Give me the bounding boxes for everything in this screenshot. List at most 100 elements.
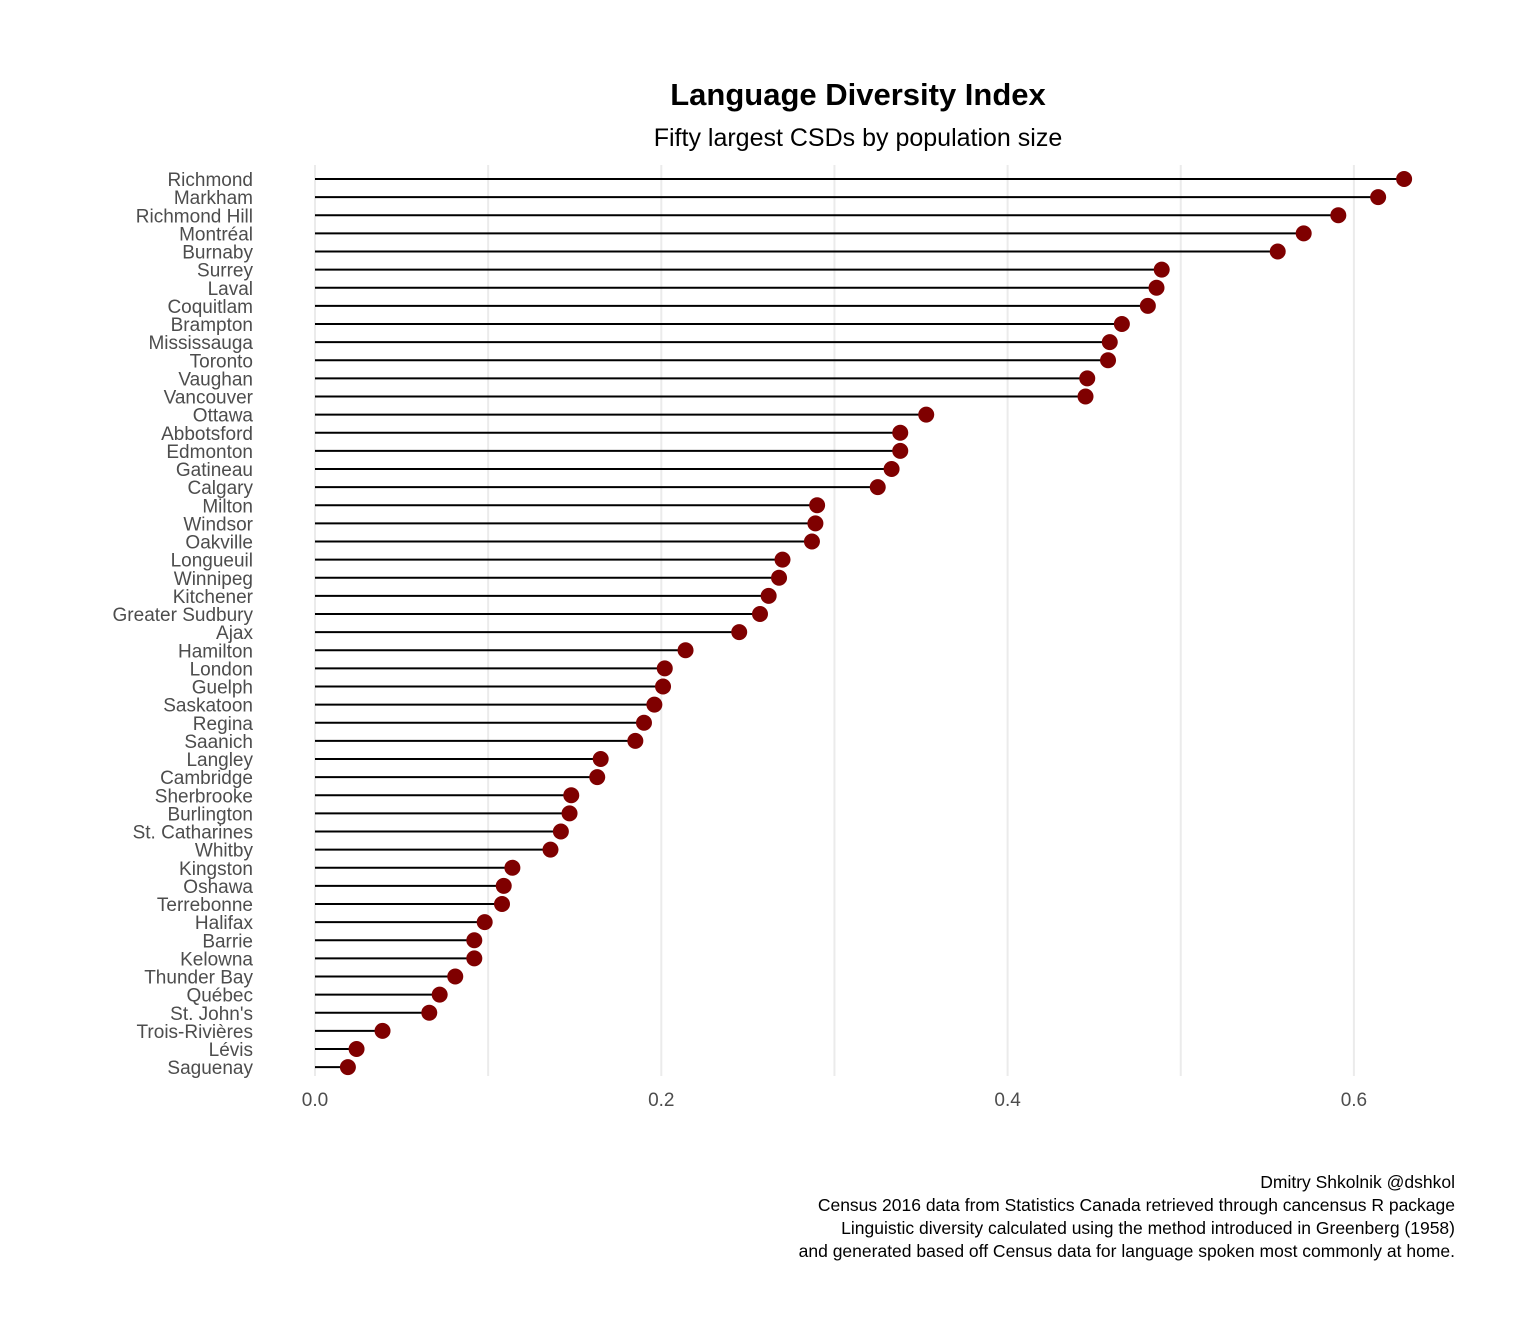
category-label: Hamilton (178, 641, 253, 662)
lollipop-point (466, 932, 483, 949)
category-label: Québec (186, 986, 253, 1007)
lollipop-point (447, 968, 464, 985)
lollipop-point (374, 1022, 391, 1039)
category-label: Greater Sudbury (113, 605, 254, 626)
category-label: Ajax (216, 623, 253, 644)
lollipop-point (627, 732, 644, 749)
lollipop-point (494, 896, 511, 912)
lollipop-point (561, 805, 578, 822)
lollipop-point (1139, 297, 1156, 314)
lollipop-point (655, 678, 672, 695)
category-label: Lévis (209, 1040, 253, 1061)
x-tick-label: 0.4 (994, 1090, 1021, 1111)
category-label: Guelph (192, 678, 253, 699)
category-label: Gatineau (176, 460, 253, 481)
lollipop-point (1295, 225, 1312, 242)
lollipop-point (751, 606, 768, 622)
category-label: Thunder Bay (144, 968, 253, 989)
category-label: Regina (193, 714, 254, 735)
category-label: Mississauga (148, 333, 253, 354)
caption-line-source: Census 2016 data from Statistics Canada … (818, 1195, 1455, 1215)
caption-line-method: Linguistic diversity calculated using th… (841, 1218, 1455, 1238)
lollipop-point (635, 714, 652, 731)
lollipop-point (1269, 243, 1286, 260)
category-label: Milton (202, 496, 253, 517)
category-label: London (190, 659, 253, 680)
lollipop-point (1100, 352, 1117, 369)
lollipop-point (348, 1041, 365, 1057)
category-label: Abbotsford (161, 424, 253, 445)
lollipop-point (760, 587, 777, 604)
lollipop-point (1079, 370, 1096, 387)
category-label: Vancouver (164, 388, 254, 409)
x-tick-label: 0.2 (648, 1090, 674, 1111)
lollipop-point (892, 424, 909, 441)
lollipop-point (552, 823, 569, 840)
lollipop-point (869, 479, 886, 496)
lollipop-point (339, 1059, 356, 1076)
category-label: Brampton (171, 315, 253, 336)
category-label: Windsor (183, 514, 253, 535)
category-label: Whitby (195, 841, 254, 862)
lollipop-point (466, 950, 483, 967)
category-label: St. Catharines (133, 823, 253, 844)
lollipop-stems (315, 178, 1405, 1069)
lollipop-points (339, 171, 1413, 1076)
chart-title: Language Diversity Index (670, 77, 1046, 112)
category-label: Kelowna (180, 949, 253, 970)
category-label: Cambridge (160, 768, 253, 789)
caption-line-basis: and generated based off Census data for … (799, 1241, 1455, 1261)
category-label: Richmond (167, 170, 253, 191)
category-label: Toronto (190, 351, 253, 372)
caption-block: Dmitry Shkolnik @dshkol Census 2016 data… (799, 1172, 1455, 1261)
category-label: Trois-Rivières (137, 1022, 253, 1043)
lollipop-point (476, 914, 493, 931)
lollipop-point (677, 642, 694, 659)
lollipop-point (646, 696, 663, 713)
lollipop-point (542, 841, 559, 858)
x-axis-tick-labels: 0.0 0.2 0.4 0.6 (302, 1090, 1367, 1111)
caption-line-author: Dmitry Shkolnik @dshkol (1260, 1172, 1455, 1192)
lollipop-point (883, 461, 900, 477)
category-label: Saguenay (167, 1058, 253, 1079)
lollipop-point (771, 569, 788, 586)
lollipop-point (1077, 388, 1094, 405)
lollipop-point (1113, 316, 1130, 332)
x-tick-label: 0.6 (1341, 1090, 1367, 1111)
category-label: Ottawa (193, 406, 254, 427)
category-label: Sherbrooke (155, 786, 253, 807)
category-label: Saanich (184, 732, 253, 753)
category-label: Oshawa (183, 877, 253, 898)
lollipop-point (431, 986, 448, 1003)
category-label: Edmonton (166, 442, 253, 463)
lollipop-point (1101, 334, 1118, 351)
category-label: Markham (174, 188, 253, 209)
category-label: Halifax (195, 913, 254, 934)
category-label: Coquitlam (167, 297, 253, 318)
category-label: Montréal (179, 224, 253, 245)
category-label: Richmond Hill (136, 206, 253, 227)
category-label: St. John's (170, 1004, 253, 1025)
category-label: Vaughan (178, 369, 253, 390)
category-label: Kitchener (173, 587, 254, 608)
lollipop-point (592, 751, 609, 767)
lollipop-point (421, 1004, 438, 1021)
lollipop-point (495, 877, 512, 894)
lollipop-point (918, 406, 935, 423)
lollipop-point (1330, 207, 1347, 224)
category-label: Laval (208, 279, 253, 300)
category-label: Terrebonne (157, 895, 253, 916)
x-tick-label: 0.0 (302, 1090, 328, 1111)
category-label: Burnaby (182, 243, 253, 264)
lollipop-point (1153, 261, 1170, 278)
lollipop-point (774, 551, 791, 568)
lollipop-point (731, 624, 748, 641)
category-label: Langley (186, 750, 253, 771)
lollipop-point (1148, 279, 1165, 296)
lollipop-point (656, 660, 673, 677)
lollipop-point (892, 442, 909, 459)
category-label: Saskatoon (163, 696, 253, 717)
category-label: Burlington (167, 804, 253, 825)
